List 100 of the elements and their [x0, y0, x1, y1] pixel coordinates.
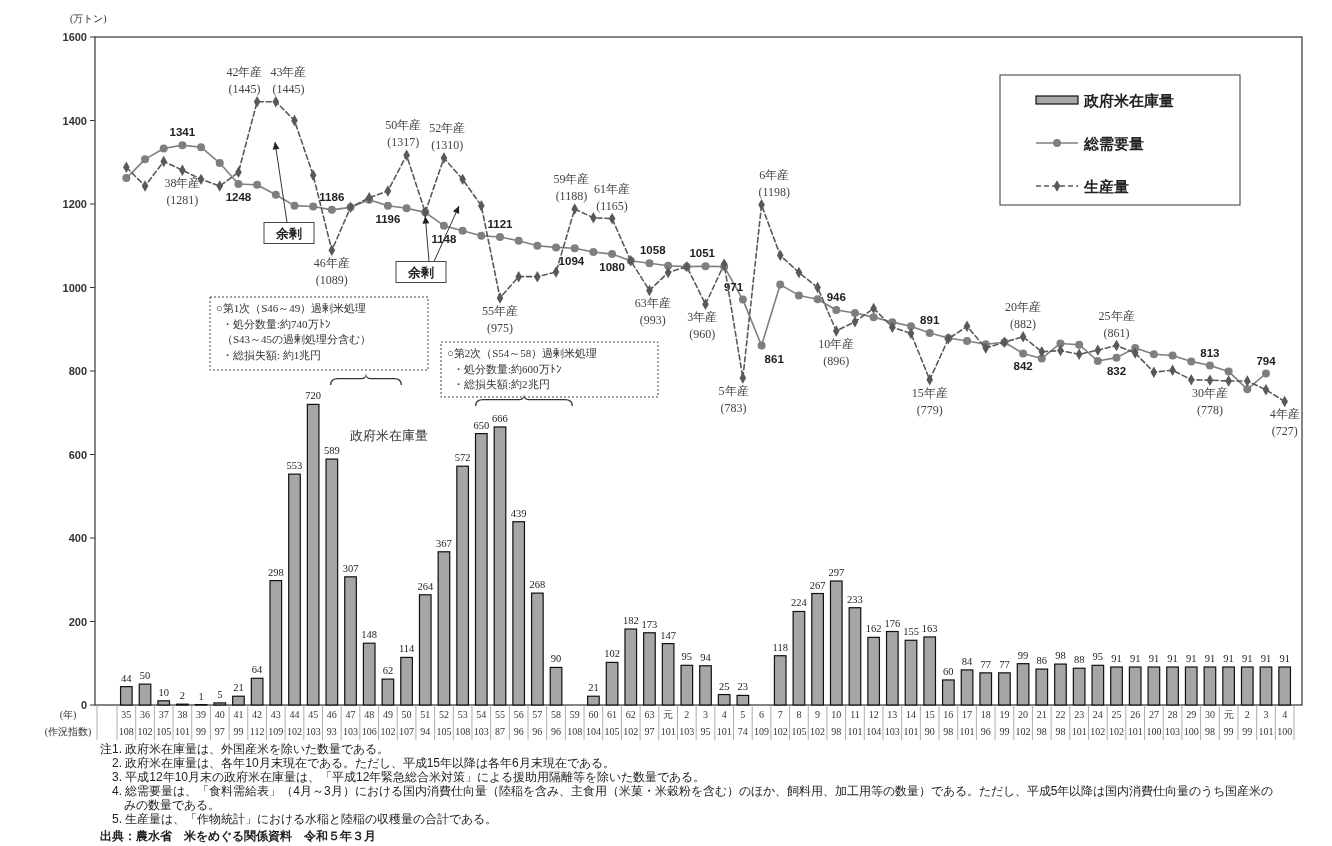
x-tick-label: 24 102 — [1090, 709, 1106, 737]
data-label: 62 — [382, 665, 394, 677]
data-label: 21 — [588, 682, 599, 694]
data-label: 1186 — [319, 190, 345, 203]
x-tick-label: 55 87 — [494, 709, 505, 737]
bar — [250, 677, 264, 706]
bar — [344, 576, 357, 706]
x-tick-label: 18 96 — [980, 709, 991, 737]
data-label: 794 — [1256, 354, 1277, 367]
data-label: 267 — [809, 579, 826, 591]
bar — [1184, 666, 1198, 706]
bar — [1072, 667, 1086, 706]
annotation: ○第1次（S46～49）過剰米処理・処分数量:約740万ﾄﾝ（S43～45の過剰処理分含む）・総損失額: 約1兆円 — [216, 302, 372, 361]
data-label: 813 — [1200, 346, 1220, 359]
x-tick-label: 15 90 — [924, 709, 935, 737]
data-label: 1094 — [558, 255, 585, 268]
bar — [699, 665, 712, 706]
data-label: 2 — [179, 690, 186, 702]
x-tick-label: 25 102 — [1109, 709, 1125, 737]
x-tick-label: 11 101 — [847, 709, 863, 737]
data-label: 94 — [700, 651, 712, 663]
bar — [232, 695, 245, 706]
x-tick-label: 19 99 — [999, 709, 1010, 737]
data-label: 1051 — [689, 247, 716, 260]
bar — [474, 433, 488, 706]
data-label: 63年産 (993) — [634, 296, 671, 328]
x-tick-label: 51 94 — [420, 709, 431, 737]
bar — [1278, 666, 1292, 706]
x-tick-label: 17 101 — [959, 709, 975, 737]
bar — [325, 458, 339, 706]
y-tick-label: 1600 — [62, 31, 87, 43]
bar — [624, 628, 638, 706]
annotation: ○第2次（S54～58）過剰米処理・処分数量:約600万ﾄﾝ・総損失額:約2兆円 — [447, 347, 598, 390]
bar — [736, 694, 750, 706]
data-label: 176 — [884, 617, 901, 629]
data-label: 3年産 (960) — [687, 310, 718, 342]
x-tick-label: 47 103 — [343, 709, 359, 737]
data-label: 91 — [1129, 653, 1141, 665]
data-label: 4年産 (727) — [1269, 407, 1300, 439]
x-tick-label: 37 105 — [156, 709, 172, 737]
text: 5. 生産量は、「作物統計」における水稲と陸稲の収穫量の合計である。 — [112, 812, 498, 826]
bar — [549, 666, 563, 706]
data-label: 60 — [943, 665, 954, 677]
bar — [530, 592, 544, 706]
data-label: 589 — [323, 445, 340, 457]
data-label: 91 — [1223, 653, 1234, 665]
data-label: 90 — [550, 653, 562, 665]
x-tick-label: 48 106 — [361, 709, 377, 737]
data-label: 298 — [267, 566, 284, 578]
x-tick-label: 2 99 — [1242, 709, 1253, 737]
data-label: 95 — [1092, 651, 1104, 663]
data-label: 91 — [1148, 653, 1160, 665]
x-tick-label: 元 101 — [660, 709, 676, 737]
bar — [119, 686, 133, 706]
legend-label: 総需要量 — [1083, 135, 1144, 152]
bar — [269, 579, 283, 706]
x-tick-label: 61 105 — [604, 709, 620, 737]
data-label: 21 — [233, 682, 244, 694]
bar — [512, 521, 526, 706]
data-label: 297 — [828, 567, 845, 578]
bar — [773, 655, 787, 706]
data-label: 148 — [361, 629, 378, 641]
data-label: 15年産 (779) — [911, 385, 948, 417]
bar — [960, 669, 974, 706]
data-label: 91 — [1260, 653, 1272, 665]
data-label: 91 — [1111, 653, 1122, 665]
bar — [848, 607, 862, 706]
x-tick-label: 13 103 — [884, 709, 900, 737]
bar — [418, 594, 432, 706]
bar — [1147, 666, 1161, 706]
data-label: 891 — [920, 314, 940, 327]
x-tick-label: 36 102 — [137, 709, 153, 737]
annotation: 政府米在庫量 — [350, 428, 428, 443]
data-label: 50 — [139, 670, 151, 682]
data-label: 77 — [980, 658, 991, 670]
x-tick-label: 41 99 — [233, 709, 244, 737]
x-tick-label: 52 105 — [436, 709, 452, 737]
bar — [867, 636, 881, 706]
data-label: 5年産 (783) — [718, 384, 749, 416]
x-tick-label: 54 103 — [473, 709, 489, 737]
x-tick-label: 40 97 — [214, 709, 225, 737]
bar — [904, 639, 918, 706]
data-label: 25年産 (861) — [1098, 308, 1135, 340]
data-label: 91 — [1279, 653, 1290, 665]
data-label: 6年産 (1198) — [758, 167, 790, 199]
bar — [213, 702, 227, 706]
bar — [979, 672, 993, 706]
x-tick-label: 49 102 — [380, 709, 396, 737]
data-label: 155 — [903, 626, 919, 638]
x-tick-label: 元 99 — [1223, 709, 1234, 737]
x-tick-label: 21 98 — [1036, 709, 1047, 737]
x-tick-label: 60 104 — [585, 709, 601, 737]
bar — [493, 426, 507, 706]
data-label: 61年産 (1165) — [594, 181, 631, 213]
bar — [1035, 668, 1049, 706]
data-label: 77 — [999, 658, 1010, 670]
data-label: 173 — [641, 618, 658, 630]
data-label: 572 — [454, 452, 471, 464]
x-tick-label: 4 101 — [716, 709, 732, 737]
bar — [437, 551, 451, 706]
